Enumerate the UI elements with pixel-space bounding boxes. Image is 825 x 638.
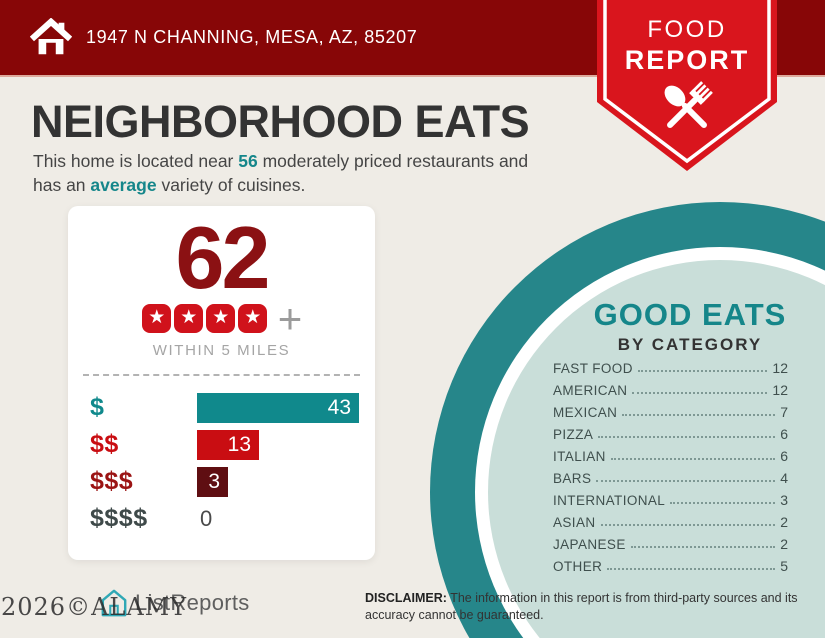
food-report-badge: FOOD REPORT bbox=[597, 0, 777, 175]
dotted-leader bbox=[607, 568, 776, 570]
category-row: JAPANESE 2 bbox=[553, 532, 788, 554]
price-tier-label: $$ bbox=[90, 430, 119, 459]
price-tier-bar-chart: $43 $$ 13 $$$ 3 $$$$ 0 bbox=[68, 376, 375, 537]
star-icon: ★ bbox=[174, 304, 204, 334]
category-label: ASIAN bbox=[553, 515, 596, 530]
category-row: BARS 4 bbox=[553, 466, 788, 488]
price-tier-label: $$$ bbox=[90, 467, 134, 496]
category-label: INTERNATIONAL bbox=[553, 493, 666, 508]
dotted-leader bbox=[622, 414, 776, 416]
category-row: FAST FOOD 12 bbox=[553, 356, 788, 378]
disclaimer-label: DISCLAIMER: bbox=[365, 591, 447, 605]
total-restaurants-number: 62 bbox=[175, 208, 271, 307]
category-label: AMERICAN bbox=[553, 383, 628, 398]
home-icon bbox=[30, 17, 72, 54]
bar-row: $$$ 3 bbox=[90, 463, 375, 500]
bar: 3 bbox=[197, 466, 228, 497]
price-tier-label: $ bbox=[90, 393, 105, 422]
category-label: ITALIAN bbox=[553, 449, 606, 464]
category-value: 4 bbox=[780, 470, 788, 486]
category-row: OTHER 5 bbox=[553, 554, 788, 576]
sentence-suffix: variety of cuisines. bbox=[156, 175, 306, 196]
category-row: MEXICAN 7 bbox=[553, 400, 788, 422]
bar-row: $$$$ 0 bbox=[90, 500, 375, 537]
category-value: 2 bbox=[780, 536, 788, 552]
dotted-leader bbox=[610, 458, 776, 460]
category-value: 6 bbox=[780, 448, 788, 464]
category-label: JAPANESE bbox=[553, 537, 626, 552]
stars-row: ★ ★ ★ ★ + bbox=[68, 295, 375, 342]
dotted-leader bbox=[600, 524, 776, 526]
badge-shape bbox=[597, 0, 777, 171]
variety-highlight: average bbox=[90, 175, 157, 196]
badge-line-report: REPORT bbox=[624, 45, 750, 75]
category-label: OTHER bbox=[553, 559, 603, 574]
bar-value: 43 bbox=[327, 395, 351, 419]
bar: 43 bbox=[197, 392, 359, 423]
summary-sentence: This home is located near 56 moderately … bbox=[33, 149, 553, 197]
address-text: 1947 N CHANNING, MESA, AZ, 85207 bbox=[86, 27, 418, 47]
category-value: 5 bbox=[780, 558, 788, 574]
badge-line-food: FOOD bbox=[647, 16, 727, 43]
category-list: FAST FOOD 12 AMERICAN 12 MEXICAN 7 PIZZA 6 ITALI… bbox=[553, 356, 788, 576]
badge-text: FOOD REPORT bbox=[597, 16, 777, 76]
dotted-leader bbox=[596, 480, 776, 482]
category-value: 2 bbox=[780, 514, 788, 530]
sentence-middle: moderately priced restaurants and has an bbox=[33, 151, 529, 196]
good-eats-title: GOOD EATS bbox=[593, 297, 787, 332]
disclaimer: DISCLAIMER: The information in this repo… bbox=[365, 590, 813, 623]
category-value: 7 bbox=[780, 404, 788, 420]
star-icon: ★ bbox=[142, 304, 172, 334]
price-tier-label: $$$$ bbox=[90, 504, 148, 533]
dotted-leader bbox=[630, 546, 776, 548]
star-icon: ★ bbox=[238, 304, 268, 334]
category-value: 3 bbox=[780, 492, 788, 508]
page-title: NEIGHBORHOOD EATS bbox=[31, 96, 530, 147]
house-outline-icon bbox=[101, 589, 127, 617]
dotted-leader bbox=[670, 502, 776, 504]
crossed-spoon-fork-icon bbox=[664, 81, 713, 128]
dotted-leader bbox=[598, 436, 776, 438]
category-label: BARS bbox=[553, 471, 592, 486]
listreports-logo: ListReports bbox=[100, 588, 250, 618]
sentence-prefix: This home is located near bbox=[33, 151, 239, 171]
category-value: 12 bbox=[772, 382, 788, 398]
star-rating: ★ ★ ★ ★ bbox=[141, 304, 269, 334]
bar-value: 13 bbox=[227, 432, 251, 456]
bar-value: 3 bbox=[208, 469, 220, 493]
category-label: MEXICAN bbox=[553, 405, 618, 420]
radius-label: WITHIN 5 MILES bbox=[152, 342, 291, 360]
bar-row: $$ 13 bbox=[90, 426, 375, 463]
bar-row: $43 bbox=[90, 389, 375, 426]
category-value: 6 bbox=[780, 426, 788, 442]
category-label: PIZZA bbox=[553, 427, 594, 442]
dashed-divider bbox=[83, 374, 360, 377]
restaurant-summary-card: 62 ★ ★ ★ ★ + WITHIN 5 MILES $43 $$ 13 $$$ 3 $$$$… bbox=[68, 206, 375, 560]
category-row: ASIAN 2 bbox=[553, 510, 788, 532]
category-label: FAST FOOD bbox=[553, 361, 633, 376]
dotted-leader bbox=[637, 370, 768, 372]
watermark-text: 2026©ALAMY bbox=[1, 593, 188, 621]
category-row: INTERNATIONAL 3 bbox=[553, 488, 788, 510]
star-icon: ★ bbox=[206, 304, 236, 334]
plus-sign: + bbox=[277, 295, 303, 342]
bar: 13 bbox=[197, 429, 259, 460]
logo-text: ListReports bbox=[135, 590, 250, 615]
category-row: AMERICAN 12 bbox=[553, 378, 788, 400]
bar-value: 0 bbox=[200, 505, 213, 531]
restaurant-count: 56 bbox=[238, 151, 258, 171]
category-row: PIZZA 6 bbox=[553, 422, 788, 444]
disclaimer-text: The information in this report is from t… bbox=[365, 591, 798, 622]
category-value: 12 bbox=[772, 360, 788, 376]
good-eats-heading: GOOD EATS BY CATEGORY bbox=[540, 297, 825, 355]
good-eats-subtitle: BY CATEGORY bbox=[617, 335, 763, 354]
dotted-leader bbox=[632, 392, 768, 394]
category-row: ITALIAN 6 bbox=[553, 444, 788, 466]
